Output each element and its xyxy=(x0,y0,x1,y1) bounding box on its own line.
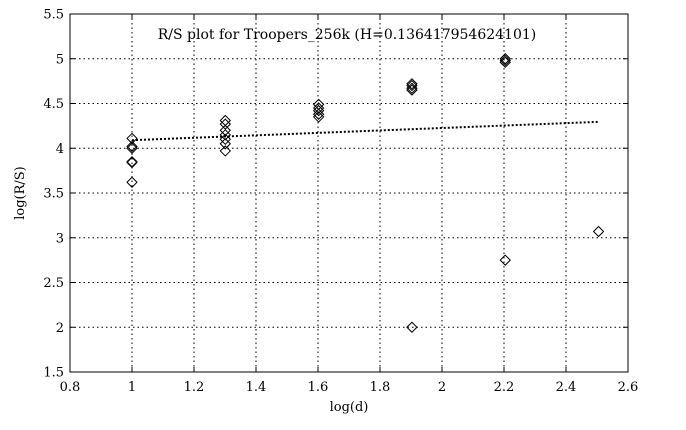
data-point xyxy=(126,140,138,153)
x-tick-label: 2 xyxy=(438,380,446,395)
data-point xyxy=(312,102,325,114)
x-axis-label: log(d) xyxy=(330,400,369,415)
y-tick-label: 2 xyxy=(56,321,64,336)
y-tick-label: 5.5 xyxy=(43,8,64,23)
data-point xyxy=(219,133,232,146)
data-point xyxy=(312,111,325,123)
data-point xyxy=(312,98,325,111)
x-tick-label: 0.8 xyxy=(60,380,81,395)
x-tick-label: 2.2 xyxy=(494,380,515,395)
grid-layer xyxy=(70,14,628,372)
x-tick-label: 1.4 xyxy=(246,380,267,395)
y-tick-label: 2.5 xyxy=(43,276,64,291)
data-point xyxy=(499,56,511,69)
data-point xyxy=(219,118,232,130)
x-tick-label: 1 xyxy=(128,380,136,395)
y-axis-label: log(R/S) xyxy=(13,166,28,220)
data-point xyxy=(126,176,138,188)
data-point xyxy=(592,225,605,238)
x-tick-label: 1.8 xyxy=(370,380,391,395)
data-point xyxy=(499,54,511,67)
x-tick-label: 1.2 xyxy=(184,380,205,395)
data-point xyxy=(312,104,325,117)
point-layer xyxy=(126,53,605,333)
data-point xyxy=(126,155,138,168)
tick-layer: 0.8 1 1.2 1.4 1.6 1.8 2 2.2 2.4 2.6 1.5 2 2.5 3 3.5 4 4.… xyxy=(43,8,638,396)
y-tick-label: 3.5 xyxy=(43,187,64,202)
data-point xyxy=(219,129,232,141)
data-point xyxy=(406,78,418,90)
data-point xyxy=(406,84,418,96)
y-tick-label: 5 xyxy=(56,52,64,67)
data-point xyxy=(219,114,232,127)
y-tick-label: 4 xyxy=(56,142,64,157)
fit-layer xyxy=(131,120,599,142)
x-tick-label: 2.6 xyxy=(618,380,639,395)
data-point xyxy=(406,79,418,92)
y-tick-label: 3 xyxy=(56,231,64,246)
data-point xyxy=(126,156,138,169)
data-point xyxy=(499,254,511,266)
data-point xyxy=(499,53,511,65)
chart-title: R/S plot for Troopers_256k (H=0.13641795… xyxy=(158,27,537,43)
data-point xyxy=(219,145,232,157)
y-tick-label: 4.5 xyxy=(43,97,64,112)
fit-line xyxy=(131,120,599,142)
data-point xyxy=(406,82,418,94)
data-point xyxy=(312,108,325,120)
data-point xyxy=(219,124,232,137)
data-point xyxy=(406,321,418,333)
x-tick-label: 1.6 xyxy=(308,380,329,395)
data-point xyxy=(126,142,138,154)
y-tick-label: 1.5 xyxy=(43,366,64,381)
x-tick-label: 2.4 xyxy=(556,380,577,395)
data-point xyxy=(219,138,232,150)
